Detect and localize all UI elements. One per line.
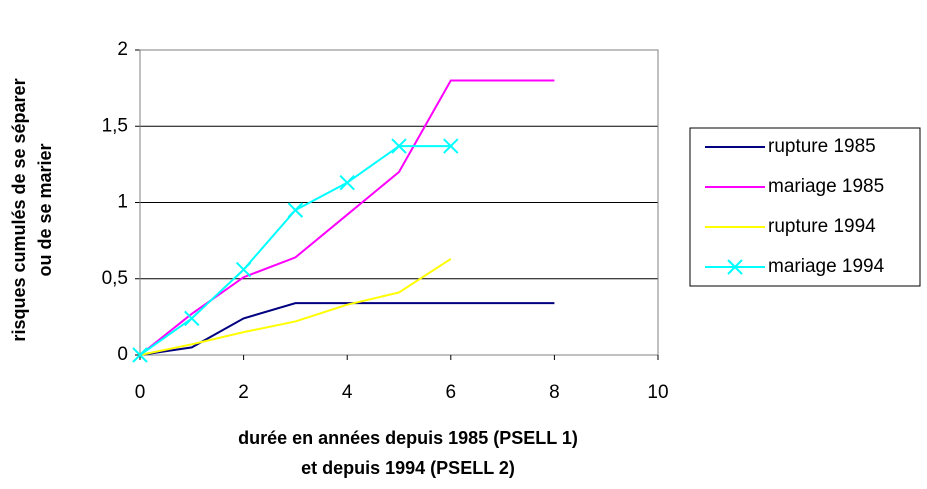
marker: [184, 310, 200, 327]
y-axis-title: risques cumulés de se séparer: [9, 78, 29, 341]
x-axis-title: durée en années depuis 1985 (PSELL 1): [238, 428, 578, 448]
x-tick-label: 0: [135, 382, 146, 403]
series-line: [139, 302, 555, 356]
plot-area: [139, 49, 659, 356]
legend-marker: [727, 259, 743, 275]
legend-label: mariage 1994: [768, 256, 885, 277]
x-tick-label: 4: [342, 382, 353, 403]
y-tick-label: 1,5: [102, 115, 128, 136]
series-line: [139, 79, 555, 356]
marker: [391, 138, 407, 154]
marker: [132, 347, 148, 363]
legend-label: rupture 1994: [768, 216, 876, 237]
y-tick-label: 0: [117, 344, 128, 365]
marker: [339, 174, 355, 191]
x-tick-label: 2: [238, 382, 249, 403]
legend-label: rupture 1985: [768, 136, 876, 157]
y-tick-label: 0,5: [102, 268, 128, 289]
legend-label: mariage 1985: [768, 176, 884, 197]
series-line: [139, 258, 452, 356]
x-tick-label: 10: [647, 382, 668, 403]
marker: [443, 138, 459, 154]
y-tick-label: 2: [117, 39, 128, 60]
marker: [287, 202, 304, 218]
x-axis-title: et depuis 1994 (PSELL 2): [301, 458, 515, 478]
marker: [235, 261, 252, 278]
y-axis-title: ou de se marier: [35, 143, 55, 276]
y-tick-label: 1: [117, 192, 128, 213]
x-tick-label: 6: [446, 382, 457, 403]
legend: [689, 127, 921, 287]
x-tick-label: 8: [549, 382, 560, 403]
